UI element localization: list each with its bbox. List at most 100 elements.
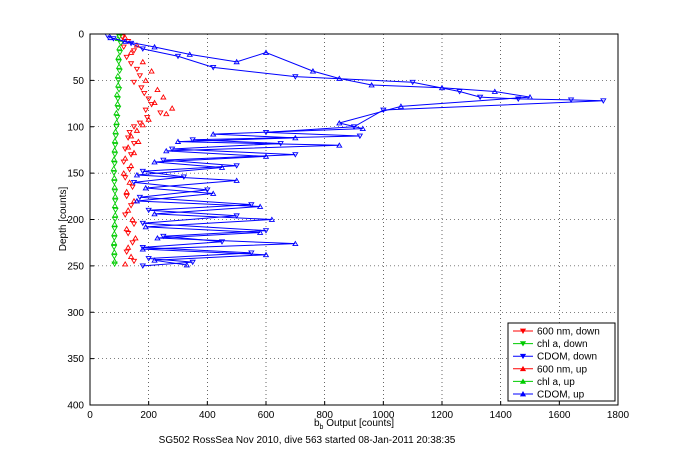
data-point	[189, 259, 196, 266]
data-point	[336, 142, 343, 148]
data-point	[210, 131, 217, 137]
data-point	[136, 120, 144, 127]
legend-entry: chl a, up	[537, 377, 575, 388]
data-point	[124, 144, 132, 150]
data-point	[111, 230, 118, 236]
y-tick-label: 300	[67, 308, 84, 319]
data-point	[116, 50, 124, 56]
data-point	[139, 220, 146, 227]
data-point	[124, 207, 132, 213]
chart-caption: SG502 RossSea Nov 2010, dive 563 started…	[159, 435, 456, 446]
data-point	[268, 216, 276, 222]
data-point	[112, 211, 119, 218]
x-axis-label: bb Output [counts]	[314, 418, 394, 431]
data-point	[139, 168, 146, 175]
data-point	[139, 263, 146, 269]
data-point	[112, 198, 119, 204]
data-point	[262, 49, 270, 55]
data-point	[262, 153, 270, 159]
data-point	[123, 225, 130, 232]
data-point	[600, 98, 607, 104]
data-point	[163, 147, 170, 154]
data-point	[133, 42, 141, 48]
legend-swatch-marker	[519, 378, 527, 384]
legend-swatch-marker	[519, 365, 527, 372]
data-point	[113, 91, 121, 97]
legend-entry: CDOM, down	[537, 352, 597, 363]
data-point	[356, 133, 364, 140]
data-point	[115, 59, 122, 65]
data-point	[160, 233, 167, 240]
data-point	[119, 34, 126, 40]
data-point	[476, 94, 484, 101]
data-point	[139, 121, 146, 128]
data-point	[309, 68, 317, 74]
x-tick-label: 1000	[372, 410, 395, 421]
data-point	[336, 75, 343, 81]
legend-entry: chl a, down	[537, 339, 588, 350]
series-3	[120, 34, 176, 267]
data-point	[129, 240, 136, 246]
data-point	[151, 158, 158, 165]
data-point	[292, 240, 299, 246]
data-point	[142, 107, 149, 114]
data-point	[114, 105, 122, 112]
data-point	[132, 235, 139, 241]
data-point	[336, 119, 343, 126]
data-point	[218, 164, 226, 170]
data-point	[151, 99, 158, 106]
y-axis-label: Depth [counts]	[58, 187, 69, 252]
data-point	[136, 73, 144, 79]
y-tick-label: 200	[67, 215, 84, 226]
data-point	[133, 66, 141, 73]
data-point	[491, 88, 498, 94]
data-point	[210, 190, 217, 196]
data-point	[115, 54, 122, 60]
data-point	[116, 44, 123, 51]
series-5	[107, 34, 534, 268]
data-point	[113, 124, 120, 130]
data-point	[130, 149, 138, 156]
data-point	[248, 250, 255, 256]
data-point	[180, 174, 188, 180]
legend-entry: CDOM, up	[537, 390, 585, 401]
data-point	[130, 48, 138, 54]
data-point	[111, 258, 118, 264]
data-point	[139, 246, 146, 252]
data-point	[397, 103, 405, 109]
data-point	[113, 109, 120, 116]
series-line	[107, 35, 604, 267]
data-point	[151, 257, 158, 263]
data-point	[256, 229, 264, 235]
series-line	[110, 37, 531, 266]
data-point	[139, 46, 146, 52]
data-point	[154, 235, 161, 241]
data-point	[127, 162, 135, 169]
data-point	[233, 163, 240, 169]
data-point	[138, 85, 145, 91]
y-axis: 0 50 100 150 200 250 300 350 400	[67, 30, 94, 412]
legend-swatch-marker	[519, 341, 527, 347]
data-point	[111, 202, 119, 208]
data-point	[130, 180, 138, 186]
data-point	[123, 54, 130, 61]
data-point	[114, 96, 122, 102]
data-point	[163, 110, 170, 117]
data-point	[110, 170, 118, 177]
data-point	[174, 138, 182, 144]
data-point	[127, 253, 135, 259]
data-point	[111, 254, 118, 260]
data-point	[110, 239, 118, 246]
data-point	[110, 156, 118, 162]
series-layer	[104, 33, 607, 269]
data-point	[127, 49, 135, 55]
data-point	[174, 53, 182, 60]
data-point	[168, 105, 176, 111]
data-point	[210, 65, 217, 71]
data-point	[113, 119, 120, 125]
data-point	[111, 221, 118, 227]
data-point	[110, 244, 118, 251]
x-tick-label: 600	[258, 410, 275, 421]
data-point	[111, 174, 118, 181]
